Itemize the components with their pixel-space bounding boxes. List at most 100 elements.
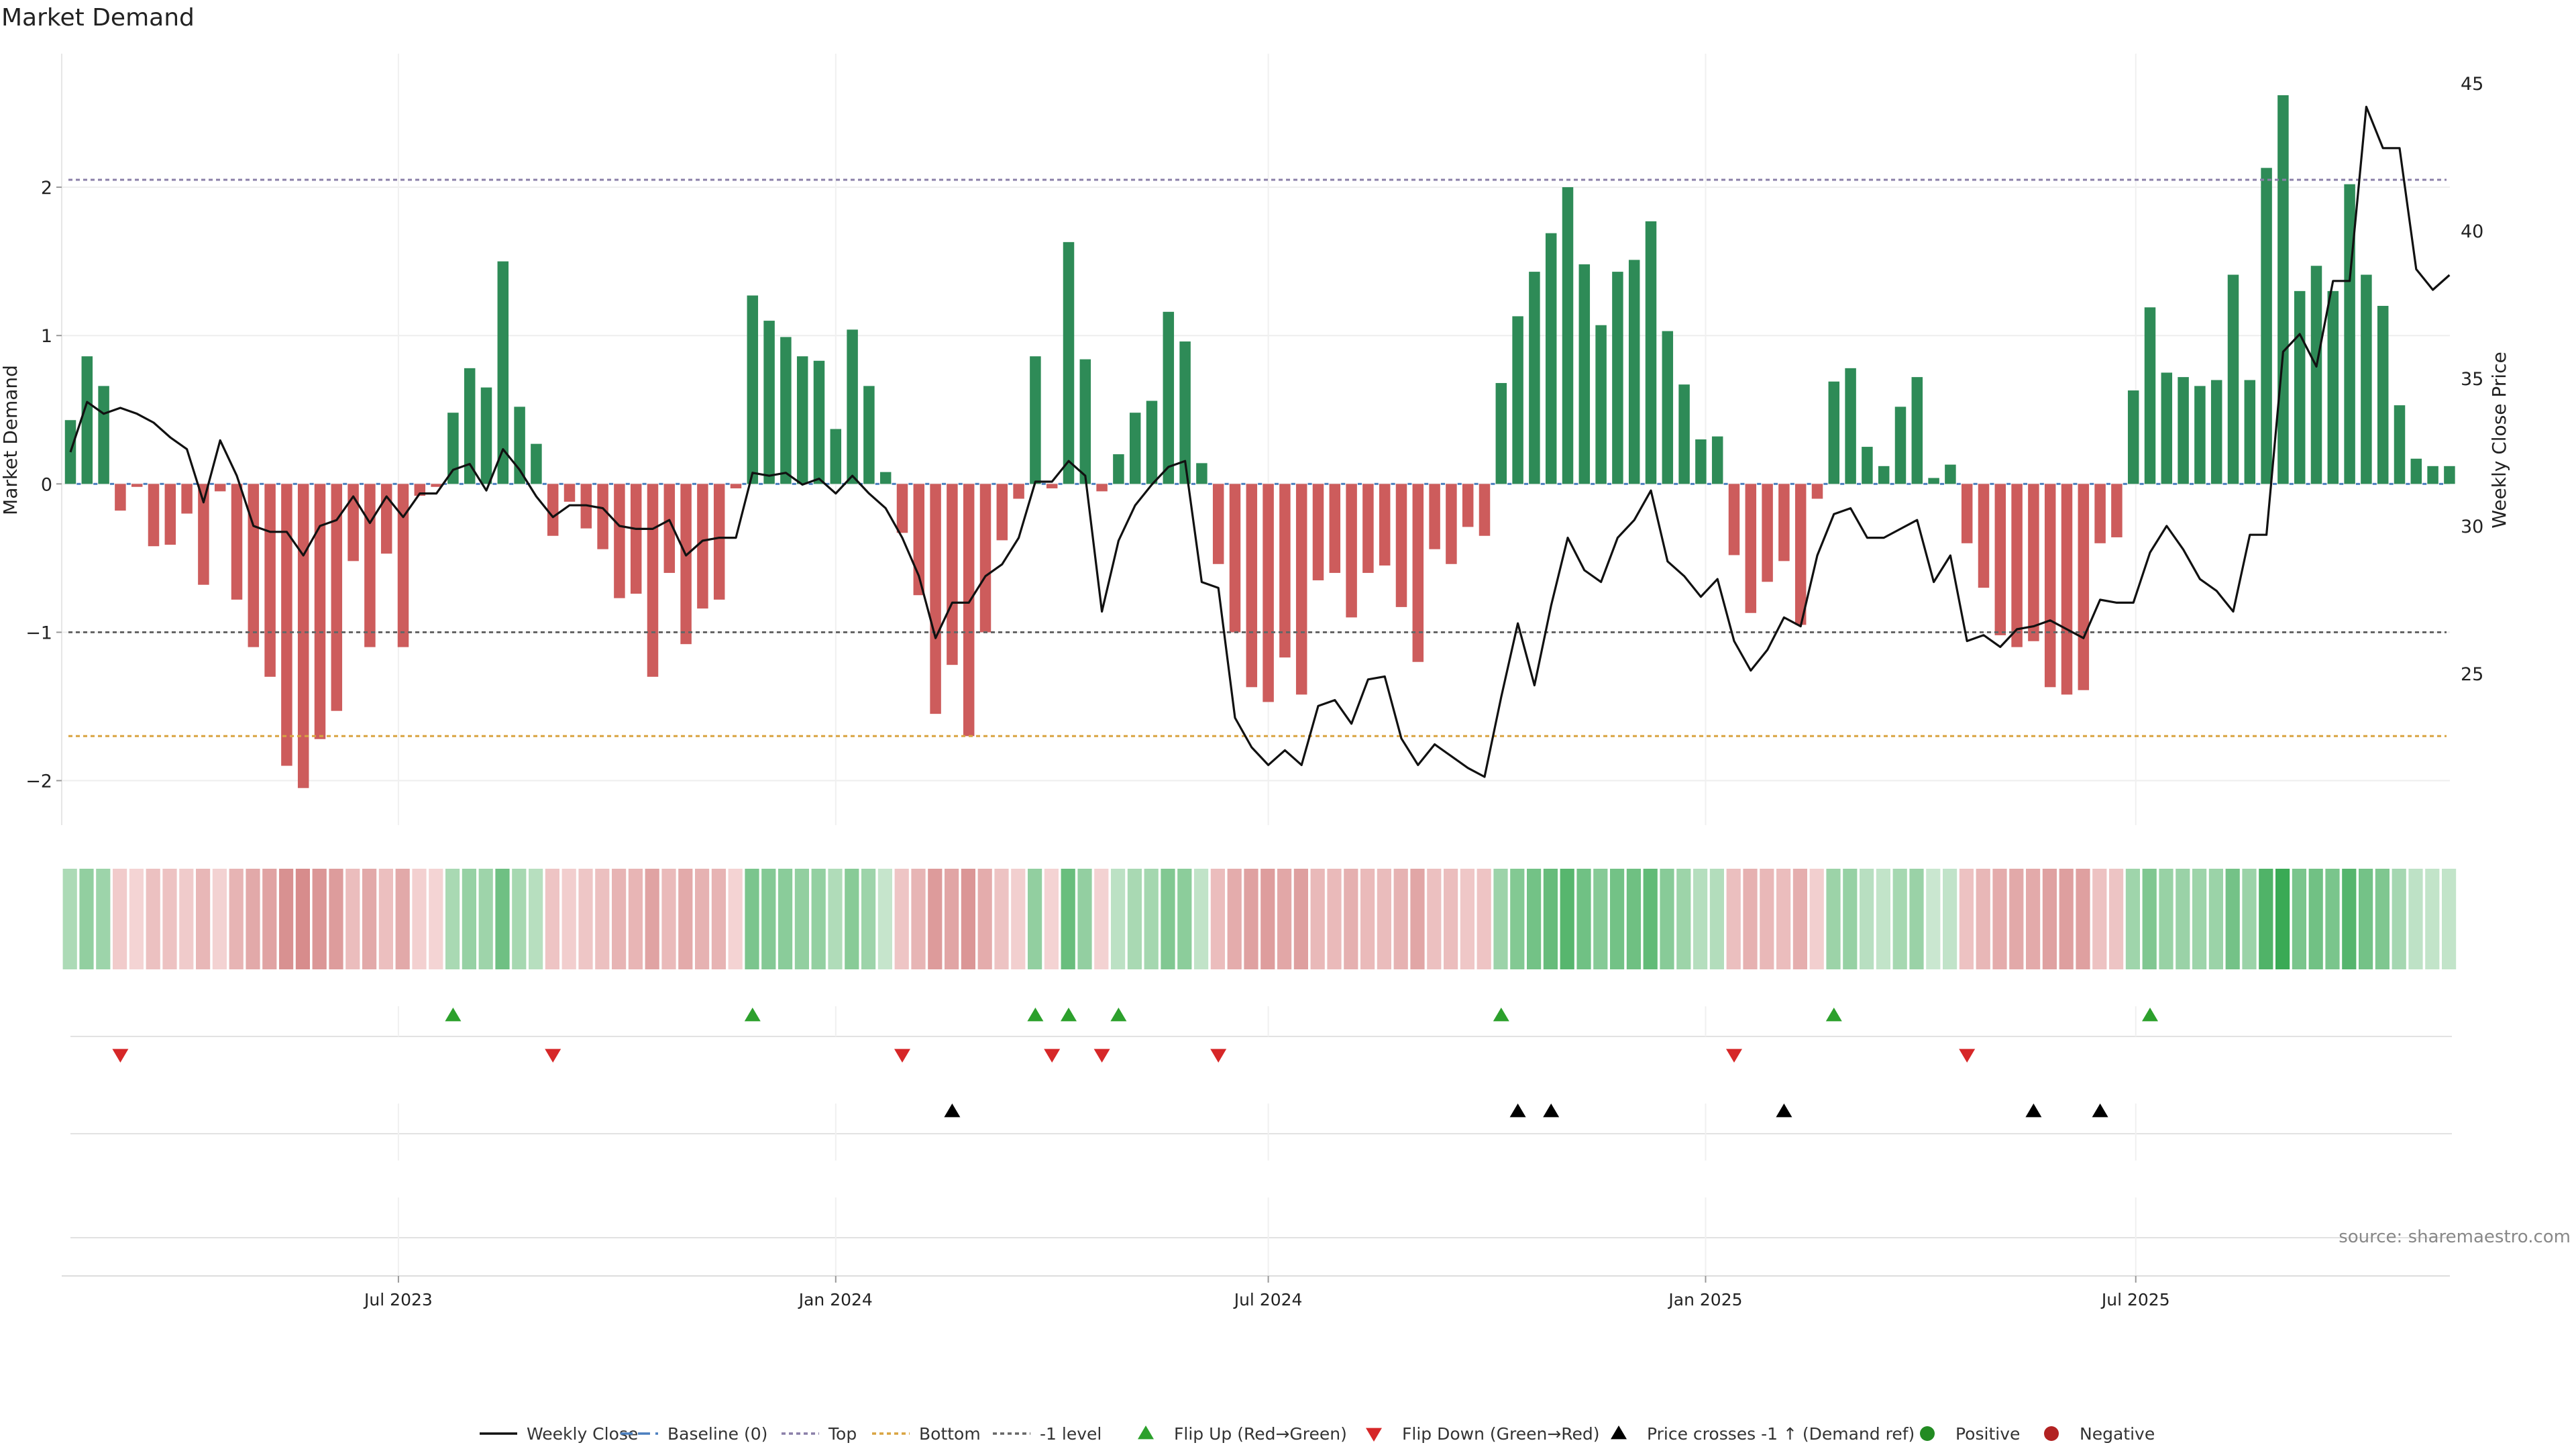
heat-cell	[711, 869, 726, 969]
heat-cell	[1892, 869, 1907, 969]
legend-label: Baseline (0)	[667, 1424, 767, 1444]
y2-tick-label: 40	[2461, 221, 2483, 242]
legend-item: Weekly Close	[480, 1424, 638, 1444]
heat-cell	[262, 869, 277, 969]
legend-swatch	[1611, 1426, 1627, 1440]
y-axis-label: Market Demand	[0, 365, 21, 515]
demand-bar	[98, 386, 109, 484]
demand-bar	[647, 484, 659, 677]
x-tick-label: Jul 2024	[1233, 1290, 1303, 1309]
demand-bar	[2044, 484, 2056, 688]
heat-cell	[1177, 869, 1192, 969]
heat-cell	[1992, 869, 2007, 969]
heat-cell	[1293, 869, 1308, 969]
demand-bar	[1212, 484, 1224, 564]
demand-bar	[1295, 484, 1307, 695]
demand-bar	[963, 484, 975, 737]
demand-bar	[2061, 484, 2073, 695]
heat-cell	[1077, 869, 1092, 969]
demand-bar	[1845, 368, 1856, 484]
demand-bar	[1379, 484, 1391, 566]
demand-bar	[1978, 484, 1990, 588]
heat-cell	[977, 869, 992, 969]
heat-cell	[79, 869, 94, 969]
demand-bar	[148, 484, 160, 547]
y-tick-label: 0	[41, 474, 52, 495]
legend-label: Negative	[2080, 1424, 2155, 1444]
heat-cell	[512, 869, 527, 969]
heat-cell	[794, 869, 809, 969]
heat-cell	[845, 869, 859, 969]
heat-cell	[911, 869, 926, 969]
demand-bar	[2261, 168, 2272, 484]
y-tick-label: −2	[25, 771, 52, 792]
flip-down-marker	[894, 1049, 910, 1063]
heat-cell	[1044, 869, 1059, 969]
legend-swatch	[1366, 1428, 1382, 1442]
y2-tick-label: 30	[2461, 517, 2483, 537]
heat-cell	[2176, 869, 2190, 969]
heat-cell	[96, 869, 111, 969]
demand-bar	[514, 407, 525, 484]
demand-bar	[1063, 241, 1075, 484]
demand-bar	[2094, 484, 2106, 543]
demand-bar	[830, 429, 842, 484]
reference-lines	[68, 178, 2447, 737]
heat-cell	[1510, 869, 1525, 969]
heat-cell	[811, 869, 826, 969]
demand-bar	[564, 484, 576, 502]
heat-cell	[877, 869, 892, 969]
demand-bar	[996, 484, 1008, 541]
heat-cell	[1792, 869, 1807, 969]
heat-cell	[1360, 869, 1375, 969]
demand-bar	[2377, 305, 2389, 484]
demand-bar	[314, 484, 326, 739]
x-tick-label: Jul 2025	[2100, 1290, 2170, 1309]
legend-swatch	[2044, 1426, 2059, 1441]
heat-cell	[1693, 869, 1708, 969]
heat-cell	[113, 869, 127, 969]
heat-cell	[462, 869, 476, 969]
legend-label: Flip Up (Red→Green)	[1174, 1424, 1347, 1444]
heat-cell	[529, 869, 543, 969]
demand-bar	[281, 484, 292, 766]
heat-cell	[2125, 869, 2140, 969]
heat-cell	[478, 869, 493, 969]
heat-cell	[1227, 869, 1242, 969]
demand-bar	[1446, 484, 1457, 564]
legend-item: Top	[782, 1424, 857, 1444]
heat-cell	[1959, 869, 1974, 969]
demand-bar	[947, 484, 958, 665]
heat-cell	[2259, 869, 2273, 969]
y2-tick-label: 45	[2461, 74, 2483, 95]
heat-cell	[1726, 869, 1741, 969]
demand-bar	[1578, 264, 1591, 484]
heat-cell	[678, 869, 693, 969]
heat-cell	[395, 869, 410, 969]
heat-cell	[1161, 869, 1175, 969]
price-cross-markers	[944, 1104, 2108, 1118]
y2-axis-label: Weekly Close Price	[2488, 352, 2510, 528]
legend-item: -1 level	[993, 1424, 1102, 1444]
demand-bar	[164, 484, 176, 545]
heat-cell	[2192, 869, 2207, 969]
flip-down-marker	[545, 1049, 561, 1063]
demand-bar	[1512, 316, 1523, 484]
demand-bar	[1279, 484, 1291, 658]
demand-bar	[181, 484, 193, 514]
demand-bar	[2194, 386, 2206, 484]
heat-cell	[2042, 869, 2057, 969]
legend-label: Flip Down (Green→Red)	[1402, 1424, 1600, 1444]
heat-cell	[1327, 869, 1342, 969]
demand-bar	[1695, 439, 1707, 484]
demand-bar	[1562, 187, 1574, 484]
heat-cell	[1926, 869, 1941, 969]
heat-cell	[628, 869, 643, 969]
heat-cell	[1493, 869, 1508, 969]
demand-bar	[2161, 372, 2173, 484]
demand-bar	[614, 484, 625, 598]
demand-bar	[2361, 274, 2372, 484]
heat-cell	[1028, 869, 1042, 969]
demand-bar	[630, 484, 642, 594]
